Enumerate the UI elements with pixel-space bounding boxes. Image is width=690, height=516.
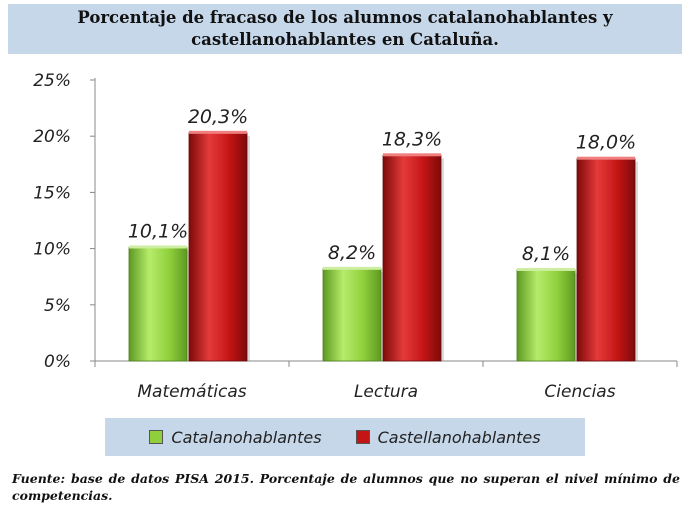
chart-title: Porcentaje de fracaso de los alumnos cat… bbox=[77, 8, 613, 49]
data-label: 10,1% bbox=[128, 220, 188, 242]
y-tick-label: 25% bbox=[33, 71, 71, 91]
legend-item-castellanohablantes: Castellanohablantes bbox=[355, 427, 541, 447]
bar-top-cap bbox=[129, 245, 187, 249]
legend-item-catalanohablantes: Catalanohablantes bbox=[149, 427, 322, 447]
bar-castellanohablantes-0 bbox=[188, 132, 248, 362]
y-tick-label: 0% bbox=[44, 352, 71, 372]
data-label: 20,3% bbox=[188, 106, 248, 128]
bar-top-cap bbox=[383, 153, 441, 157]
x-category-label: Lectura bbox=[354, 382, 418, 402]
bar-top-cap bbox=[577, 156, 635, 160]
legend-swatch-castellanohablantes bbox=[355, 430, 370, 444]
y-tick-label: 20% bbox=[33, 127, 71, 147]
data-label: 18,0% bbox=[576, 132, 636, 154]
data-label: 18,3% bbox=[382, 128, 442, 150]
bar-top-cap bbox=[189, 130, 247, 134]
legend-swatch-catalanohablantes bbox=[149, 430, 164, 444]
bar-chart: 0% 5% 10% 15% 20% 25% 10,1% 20,3% Matemáticas 8,2… bbox=[33, 71, 678, 402]
legend-label-catalanohablantes: Catalanohablantes bbox=[171, 427, 322, 447]
bar-catalanohablantes-2 bbox=[516, 269, 576, 362]
chart-title-panel: Porcentaje de fracaso de los alumnos cat… bbox=[8, 4, 682, 54]
legend-label-castellanohablantes: Castellanohablantes bbox=[377, 427, 541, 447]
legend: Catalanohablantes Castellanohablantes bbox=[105, 418, 585, 456]
bar-top-cap bbox=[323, 266, 381, 270]
x-category-label: Ciencias bbox=[544, 382, 615, 402]
x-category-label: Matemáticas bbox=[137, 382, 246, 402]
source-footnote: Fuente: base de datos PISA 2015. Porcent… bbox=[12, 471, 680, 503]
y-tick-label: 15% bbox=[33, 183, 71, 203]
bar-catalanohablantes-0 bbox=[128, 247, 188, 362]
data-label: 8,2% bbox=[328, 242, 376, 264]
bar-castellanohablantes-2 bbox=[576, 158, 636, 362]
bar-castellanohablantes-1 bbox=[382, 154, 442, 362]
y-tick-label: 10% bbox=[33, 240, 71, 260]
y-tick-label: 5% bbox=[44, 296, 71, 316]
bar-catalanohablantes-1 bbox=[322, 268, 382, 362]
bar-top-cap bbox=[517, 267, 575, 271]
data-label: 8,1% bbox=[522, 243, 570, 265]
